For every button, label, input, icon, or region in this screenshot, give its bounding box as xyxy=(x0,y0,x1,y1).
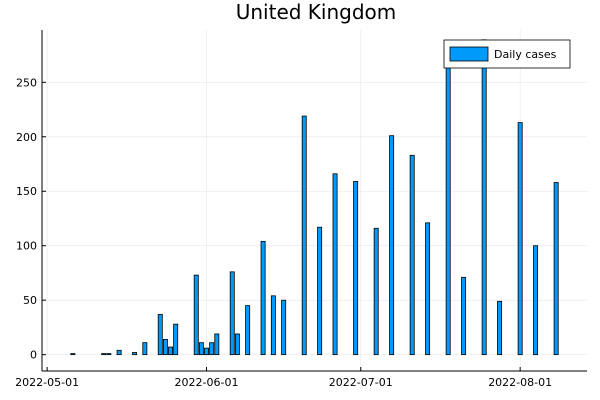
bar xyxy=(533,245,539,356)
bar xyxy=(270,295,276,356)
bar xyxy=(173,323,179,356)
tick-labels: 2022-05-01 2022-06-01 2022-07-01 2022-08-01… xyxy=(15,76,552,389)
bar xyxy=(517,122,523,356)
bar xyxy=(132,352,138,356)
bar xyxy=(204,347,209,356)
bar xyxy=(101,353,107,356)
y-tick-label: 150 xyxy=(16,185,37,198)
bar xyxy=(353,181,359,356)
legend: Daily cases xyxy=(443,39,571,69)
bar xyxy=(497,300,503,356)
y-tick-label: 250 xyxy=(16,76,37,89)
x-tick-label: 2022-07-01 xyxy=(329,376,393,389)
axes xyxy=(41,30,587,372)
bar xyxy=(214,333,220,356)
legend-swatch xyxy=(449,46,489,62)
bar xyxy=(461,276,467,356)
bar xyxy=(445,60,451,356)
bar xyxy=(409,154,415,356)
bar xyxy=(234,333,240,356)
bar xyxy=(332,173,338,356)
bar xyxy=(317,226,323,356)
x-tick-label: 2022-05-01 xyxy=(15,376,79,389)
bar xyxy=(209,342,215,356)
bar xyxy=(162,339,168,356)
chart-title: United Kingdom xyxy=(236,0,397,24)
bars xyxy=(70,39,559,356)
legend-label: Daily cases xyxy=(494,48,557,61)
y-tick-label: 0 xyxy=(30,349,37,362)
grid xyxy=(42,30,587,371)
y-tick-label: 100 xyxy=(16,240,37,253)
bar xyxy=(301,115,307,356)
x-tick-label: 2022-08-01 xyxy=(488,376,552,389)
x-tick-label: 2022-06-01 xyxy=(175,376,239,389)
bar xyxy=(245,305,251,356)
bar xyxy=(157,313,163,356)
bar xyxy=(281,299,287,356)
bar xyxy=(425,222,431,356)
bar xyxy=(389,135,395,356)
bar xyxy=(198,342,204,356)
bar xyxy=(229,271,235,356)
bar xyxy=(260,240,266,356)
bar xyxy=(193,274,199,356)
y-tick-label: 50 xyxy=(23,294,37,307)
bar xyxy=(553,182,559,356)
bar xyxy=(168,346,173,356)
bar xyxy=(481,39,487,356)
bar xyxy=(142,342,148,356)
bar xyxy=(106,353,112,356)
bar xyxy=(116,349,122,356)
y-tick-label: 200 xyxy=(16,131,37,144)
bar xyxy=(70,353,76,356)
bar xyxy=(373,227,379,356)
